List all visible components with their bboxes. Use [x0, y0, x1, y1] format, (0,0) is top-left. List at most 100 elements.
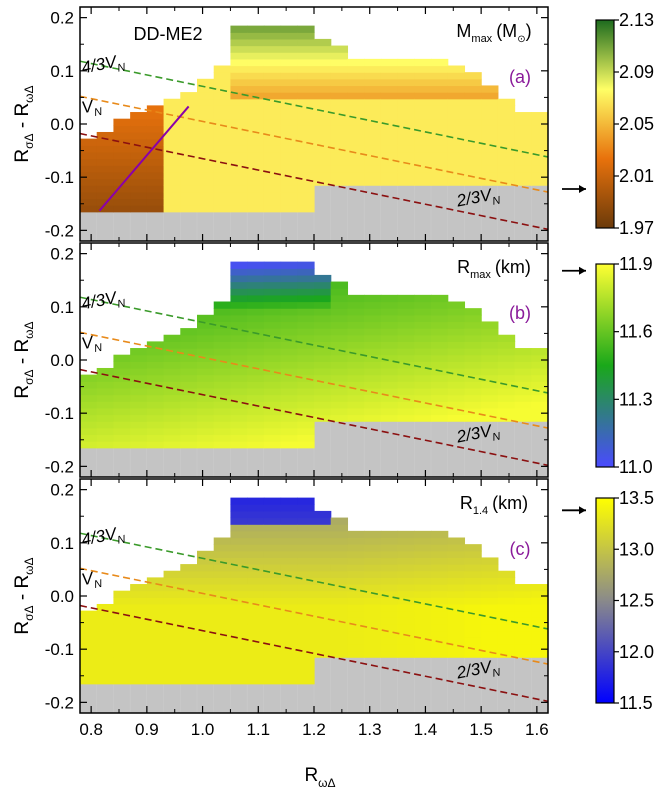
heatmap-cell	[163, 603, 181, 612]
heatmap-cell	[80, 677, 98, 685]
heatmap-cell	[280, 577, 298, 585]
excluded-cell	[414, 184, 432, 241]
heatmap-cell	[280, 407, 298, 416]
excluded-cell	[146, 683, 165, 713]
heatmap-cell	[414, 58, 432, 67]
heatmap-cell	[180, 590, 198, 598]
heatmap-cell	[431, 308, 449, 316]
heatmap-cell	[297, 185, 315, 193]
heatmap-cell	[213, 361, 232, 369]
excluded-cell	[330, 656, 349, 713]
heatmap-cell	[146, 387, 165, 396]
heatmap-cell	[330, 118, 349, 126]
heatmap-cell	[213, 643, 232, 652]
heatmap-cell	[80, 151, 98, 160]
heatmap-cell	[230, 401, 248, 409]
heatmap-cell	[213, 537, 232, 545]
y-tick-label: 0.0	[50, 587, 74, 606]
heatmap-cell	[314, 401, 332, 409]
excluded-cell	[397, 420, 416, 477]
heatmap-cell	[130, 191, 148, 200]
heatmap-cell	[314, 125, 332, 133]
heatmap-cell	[314, 58, 332, 67]
heatmap-cell	[263, 510, 282, 519]
heatmap-cell	[481, 98, 499, 106]
heatmap-cell	[514, 348, 532, 356]
heatmap-cell	[247, 584, 265, 592]
heatmap-cell	[113, 414, 131, 422]
heatmap-cell	[531, 584, 548, 592]
excluded-cell	[497, 420, 516, 477]
heatmap-cell	[297, 530, 315, 539]
heatmap-cell	[347, 151, 365, 160]
heatmap-cell	[213, 131, 232, 140]
heatmap-cell	[180, 577, 198, 585]
heatmap-cell	[197, 98, 215, 106]
heatmap-cell	[197, 321, 215, 329]
heatmap-cell	[414, 401, 432, 409]
heatmap-cell	[263, 610, 282, 618]
heatmap-cell	[380, 158, 399, 166]
heatmap-cell	[197, 165, 215, 173]
heatmap-cell	[531, 381, 548, 389]
heatmap-cell	[263, 537, 282, 545]
heatmap-cell	[330, 85, 349, 93]
heatmap-cell	[230, 131, 248, 140]
heatmap-cell	[481, 577, 499, 585]
heatmap-cell	[230, 637, 248, 645]
heatmap-cell	[314, 630, 332, 638]
heatmap-cell	[263, 630, 282, 638]
heatmap-cell	[213, 85, 232, 93]
heatmap-cell	[514, 361, 532, 369]
velocity-line	[80, 132, 548, 231]
heatmap-cell	[314, 281, 332, 289]
heatmap-cell	[263, 191, 282, 200]
heatmap-cell	[414, 361, 432, 369]
heatmap-cell	[197, 387, 215, 396]
heatmap-cell	[314, 78, 332, 87]
heatmap-cell	[213, 670, 232, 678]
heatmap-cell	[230, 308, 248, 316]
heatmap-cell	[197, 367, 215, 376]
heatmap-cell	[347, 321, 365, 329]
heatmap-cell	[297, 281, 315, 289]
heatmap-cell	[447, 407, 466, 416]
heatmap-cell	[497, 570, 516, 578]
heatmap-cell	[146, 367, 165, 376]
velocity-line	[80, 604, 548, 703]
heatmap-cell	[163, 427, 181, 436]
heatmap-cell	[297, 348, 315, 356]
heatmap-cell	[314, 151, 332, 160]
heatmap-cell	[364, 354, 382, 362]
heatmap-cell	[197, 178, 215, 186]
excluded-cell	[80, 447, 98, 477]
heatmap-cell	[314, 294, 332, 303]
heatmap-cell	[464, 178, 482, 186]
excluded-cell	[96, 211, 115, 241]
line-label-sub: N	[93, 578, 103, 591]
heatmap-cell	[280, 603, 298, 612]
heatmap-cell	[230, 341, 248, 349]
heatmap-cell	[347, 544, 365, 552]
heatmap-cell	[163, 650, 181, 658]
heatmap-cell	[146, 374, 165, 382]
heatmap-cell	[397, 85, 415, 93]
heatmap-cell	[531, 178, 548, 186]
heatmap-cell	[414, 530, 432, 539]
heatmap-cell	[297, 288, 315, 296]
heatmap-cell	[130, 151, 148, 160]
heatmap-cell	[280, 341, 298, 349]
heatmap-cell	[514, 151, 532, 160]
heatmap-cell	[497, 131, 516, 140]
heatmap-cell	[464, 92, 482, 100]
heatmap-cell	[113, 151, 131, 160]
heatmap-cell	[113, 637, 131, 645]
heatmap-cell	[297, 321, 315, 329]
heatmap-cell	[197, 650, 215, 658]
heatmap-cell	[280, 617, 298, 625]
heatmap-cell	[364, 530, 382, 539]
excluded-cell	[213, 447, 232, 477]
heatmap-cell	[330, 557, 349, 565]
heatmap-cell	[146, 341, 165, 349]
heatmap-cell	[481, 570, 499, 578]
